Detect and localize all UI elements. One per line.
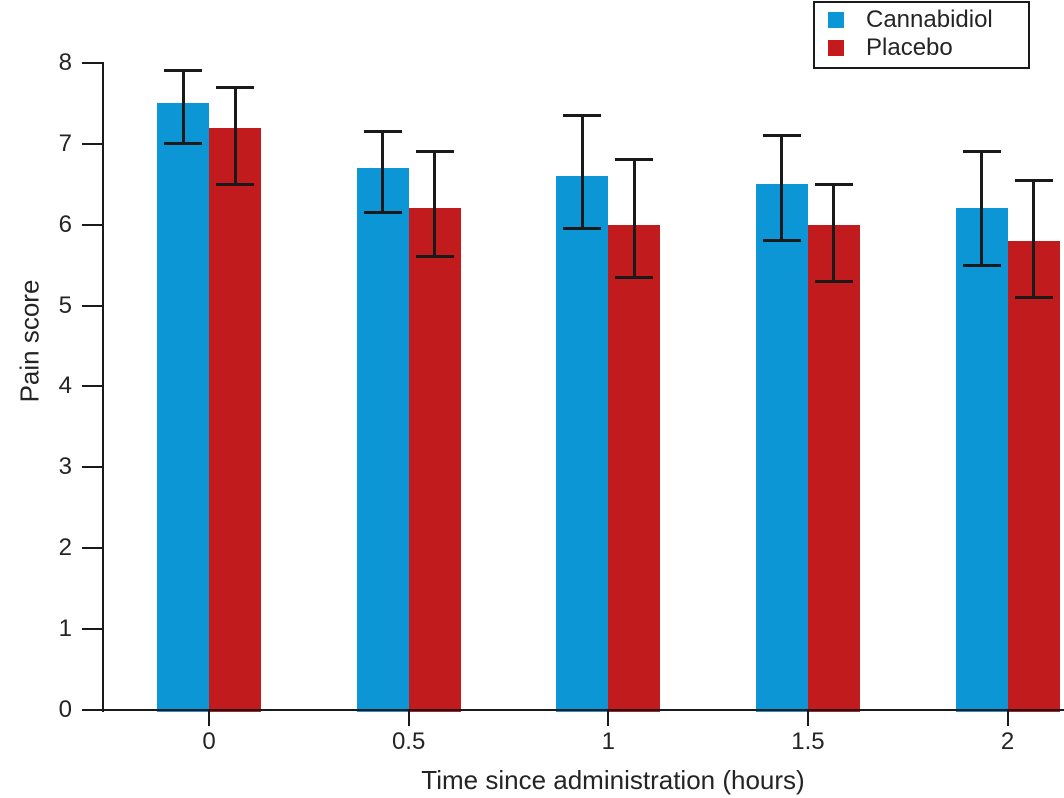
y-tick-8: [82, 61, 102, 64]
error-bar-cannabidiol-1.5-cap-top: [762, 134, 801, 138]
x-tick-label-0: 0: [202, 728, 216, 755]
y-axis-spine: [102, 61, 104, 712]
error-bar-placebo-1-cap-bottom: [615, 275, 654, 279]
y-tick-label-4: 4: [58, 372, 72, 400]
error-bar-placebo-0.5-cap-bottom: [415, 255, 454, 259]
error-bar-cannabidiol-0.5-cap-top: [363, 130, 402, 134]
x-axis-spine: [102, 709, 1064, 711]
error-bar-placebo-0-cap-top: [216, 85, 254, 89]
error-bar-cannabidiol-1.5-cap-bottom: [762, 239, 801, 243]
legend: Cannabidiol Placebo: [813, 1, 1030, 69]
x-tick-1.5: [806, 711, 809, 726]
y-tick-7: [82, 142, 102, 145]
bar-cannabidiol-1: [556, 176, 609, 712]
bar-placebo-0: [209, 127, 261, 712]
y-tick-label-7: 7: [58, 129, 72, 157]
error-bar-cannabidiol-2-cap-bottom: [962, 263, 1001, 267]
legend-label-placebo: Placebo: [866, 34, 953, 61]
error-bar-cannabidiol-0-cap-top: [164, 69, 202, 73]
y-tick-5: [82, 304, 102, 307]
y-tick-label-1: 1: [58, 615, 72, 643]
x-tick-label-0.5: 0.5: [391, 728, 426, 755]
error-bar-placebo-1-line: [632, 159, 636, 278]
error-bar-placebo-2-line: [1032, 180, 1036, 298]
error-bar-placebo-0.5-cap-top: [415, 150, 454, 154]
error-bar-cannabidiol-1-cap-top: [563, 113, 602, 117]
bar-cannabidiol-0.5: [356, 167, 409, 712]
legend-label-cannabidiol: Cannabidiol: [866, 6, 993, 33]
bar-placebo-1.5: [807, 224, 860, 712]
placebo-swatch-icon: [828, 40, 844, 56]
legend-item-placebo: Placebo: [828, 34, 1028, 62]
error-bar-placebo-1.5-cap-bottom: [814, 279, 853, 283]
x-tick-2: [1006, 711, 1009, 726]
y-tick-1: [82, 628, 102, 631]
x-tick-label-2: 2: [1000, 728, 1015, 755]
y-tick-0: [82, 709, 102, 711]
error-bar-cannabidiol-0.5-cap-bottom: [363, 210, 402, 214]
y-tick-label-5: 5: [58, 291, 72, 319]
y-tick-label-0: 0: [58, 696, 72, 723]
error-bar-cannabidiol-1-line: [580, 115, 584, 229]
x-axis-title: Time since administration (hours): [421, 765, 805, 795]
error-bar-placebo-0-line: [233, 87, 237, 185]
x-tick-0: [208, 711, 210, 726]
error-bar-placebo-0-cap-bottom: [216, 182, 254, 186]
x-tick-label-1.5: 1.5: [791, 728, 825, 755]
error-bar-placebo-1.5-line: [832, 184, 836, 282]
y-tick-label-2: 2: [58, 534, 72, 562]
x-tick-1: [607, 711, 610, 726]
y-tick-3: [82, 466, 102, 469]
error-bar-cannabidiol-0-line: [181, 70, 185, 144]
y-tick-2: [82, 547, 102, 550]
error-bar-placebo-1.5-cap-top: [814, 182, 853, 186]
error-bar-cannabidiol-0.5-line: [381, 131, 385, 213]
error-bar-placebo-0.5-line: [433, 151, 437, 257]
y-tick-4: [82, 385, 102, 388]
bar-placebo-0.5: [408, 208, 461, 712]
legend-item-cannabidiol: Cannabidiol: [828, 6, 1028, 34]
bar-placebo-1: [608, 224, 661, 712]
bar-placebo-2: [1007, 240, 1060, 712]
error-bar-placebo-2-cap-bottom: [1014, 295, 1053, 299]
y-tick-6: [82, 223, 102, 226]
bar-cannabidiol-0: [157, 103, 209, 712]
y-tick-label-3: 3: [58, 453, 72, 481]
bar-cannabidiol-2: [955, 208, 1008, 712]
error-bar-cannabidiol-2-cap-top: [962, 150, 1001, 154]
error-bar-placebo-1-cap-top: [615, 158, 654, 162]
error-bar-cannabidiol-2-line: [980, 151, 984, 266]
error-bar-placebo-2-cap-top: [1014, 178, 1053, 182]
error-bar-cannabidiol-0-cap-bottom: [164, 142, 202, 146]
y-axis-title: Pain score: [14, 279, 45, 403]
x-tick-0.5: [407, 711, 410, 726]
x-tick-label-1: 1: [601, 728, 615, 755]
bar-cannabidiol-1.5: [755, 184, 808, 712]
error-bar-cannabidiol-1-cap-bottom: [563, 227, 602, 231]
y-tick-label-6: 6: [58, 210, 72, 238]
cannabidiol-swatch-icon: [828, 12, 844, 28]
error-bar-cannabidiol-1.5-line: [780, 135, 784, 241]
y-tick-label-8: 8: [58, 48, 72, 76]
